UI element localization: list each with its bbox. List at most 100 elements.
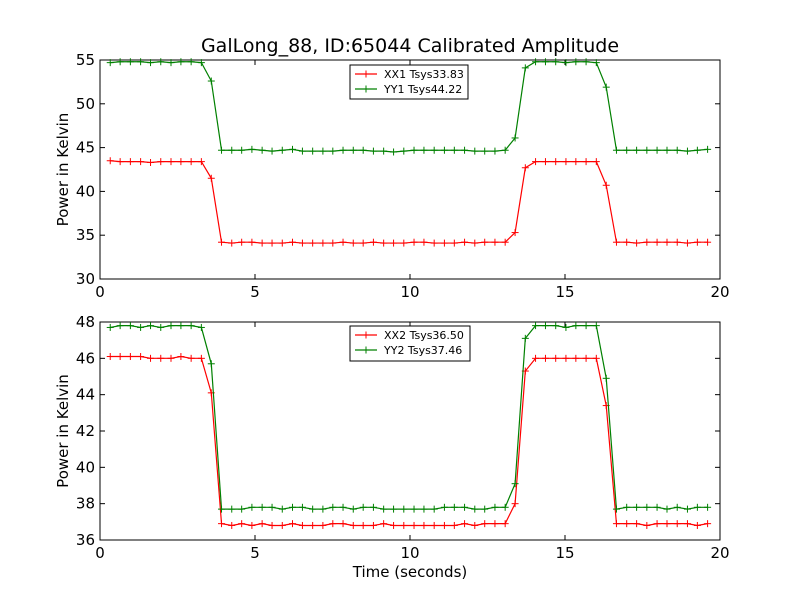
- data-point: [258, 520, 266, 528]
- data-point: [268, 503, 276, 511]
- legend-label: YY1 Tsys44.22: [383, 83, 462, 96]
- data-point: [541, 354, 549, 362]
- data-point: [309, 505, 317, 513]
- data-point: [248, 521, 256, 529]
- x-tick-label: 15: [555, 544, 574, 562]
- data-point: [633, 146, 641, 154]
- chart-panel-2: 0 5 10 15 20 36 38 40 42 44 46 48 XX2 Tsys36.50 YY2 T…: [54, 313, 730, 581]
- series-line: [110, 355, 708, 527]
- series-1: [106, 353, 712, 529]
- data-point: [258, 239, 266, 247]
- data-point: [369, 503, 377, 511]
- data-point: [663, 520, 671, 528]
- y-tick-label: 38: [76, 495, 95, 513]
- data-point: [562, 59, 570, 67]
- data-point: [400, 147, 408, 155]
- data-point: [258, 146, 266, 154]
- data-point: [319, 147, 327, 155]
- data-point: [197, 354, 205, 362]
- data-point: [157, 323, 165, 331]
- data-point: [319, 239, 327, 247]
- data-point: [471, 521, 479, 529]
- data-point: [228, 505, 236, 513]
- data-point: [572, 322, 580, 330]
- data-point: [218, 520, 226, 528]
- chart-panel-1: 0 5 10 15 20 30 35 40 45 50 55 XX1 Tsys33.83 YY1 Tsy…: [54, 35, 730, 301]
- data-point: [390, 505, 398, 513]
- data-point: [319, 505, 327, 513]
- data-point: [369, 521, 377, 529]
- data-point: [471, 505, 479, 513]
- data-point: [147, 322, 155, 330]
- data-point: [289, 238, 297, 246]
- data-point: [349, 239, 357, 247]
- y-tick-label: 42: [76, 422, 95, 440]
- data-point: [349, 146, 357, 154]
- y-tick-label: 55: [76, 51, 95, 69]
- x-tick-label: 5: [250, 283, 260, 301]
- data-point: [349, 505, 357, 513]
- data-point: [167, 158, 175, 166]
- data-point: [521, 334, 529, 342]
- data-point: [359, 146, 367, 154]
- data-point: [511, 500, 519, 508]
- data-point: [106, 157, 114, 165]
- data-point: [126, 322, 134, 330]
- data-point: [612, 238, 620, 246]
- data-point: [491, 238, 499, 246]
- y-tick-label: 48: [76, 313, 95, 331]
- data-point: [298, 147, 306, 155]
- data-point: [106, 353, 114, 361]
- data-point: [663, 146, 671, 154]
- data-point: [420, 146, 428, 154]
- data-point: [410, 238, 418, 246]
- data-point: [481, 147, 489, 155]
- data-point: [167, 322, 175, 330]
- data-point: [683, 147, 691, 155]
- data-point: [228, 146, 236, 154]
- legend-label: YY2 Tsys37.46: [383, 344, 462, 357]
- data-point: [683, 520, 691, 528]
- data-point: [207, 77, 215, 85]
- data-point: [552, 354, 560, 362]
- data-point: [167, 354, 175, 362]
- data-point: [248, 238, 256, 246]
- data-point: [400, 521, 408, 529]
- data-point: [369, 238, 377, 246]
- data-point: [400, 239, 408, 247]
- x-tick-label: 10: [400, 544, 419, 562]
- data-point: [592, 158, 600, 166]
- data-point: [653, 238, 661, 246]
- data-point: [187, 158, 195, 166]
- data-point: [329, 503, 337, 511]
- series-1: [106, 157, 712, 247]
- data-point: [521, 64, 529, 72]
- data-point: [369, 147, 377, 155]
- data-point: [248, 145, 256, 153]
- data-point: [521, 164, 529, 172]
- data-point: [339, 520, 347, 528]
- data-point: [218, 505, 226, 513]
- data-point: [491, 503, 499, 511]
- legend-entry: YY2 Tsys37.46: [355, 344, 462, 357]
- data-point: [623, 503, 631, 511]
- data-point: [501, 146, 509, 154]
- y-tick-label: 44: [76, 386, 95, 404]
- data-point: [228, 239, 236, 247]
- data-point: [673, 503, 681, 511]
- data-point: [268, 239, 276, 247]
- data-point: [238, 505, 246, 513]
- series-2: [106, 322, 712, 513]
- data-point: [612, 520, 620, 528]
- x-tick-label: 10: [400, 283, 419, 301]
- data-point: [693, 503, 701, 511]
- data-point: [532, 322, 540, 330]
- y-tick-label: 40: [76, 182, 95, 200]
- data-point: [461, 238, 469, 246]
- data-point: [329, 239, 337, 247]
- data-point: [633, 239, 641, 247]
- y-tick-label: 36: [76, 531, 95, 549]
- data-point: [552, 58, 560, 66]
- data-point: [177, 322, 185, 330]
- data-point: [704, 520, 712, 528]
